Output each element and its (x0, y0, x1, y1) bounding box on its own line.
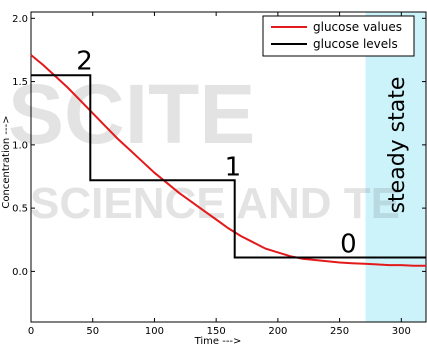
x-tick-label: 200 (268, 326, 287, 337)
y-tick-label: 0.5 (12, 204, 28, 215)
y-tick-label: 0.0 (12, 267, 28, 278)
watermark: SCITE SCIENCE AND TE (8, 67, 400, 228)
legend: glucose values glucose levels (262, 15, 415, 57)
steady-state-region (365, 12, 426, 322)
y-axis-title: Concentration ---> (1, 115, 12, 208)
x-tick-label: 250 (330, 326, 349, 337)
y-tick-label: 1.5 (12, 77, 28, 88)
y-tick-label: 1.0 (12, 140, 28, 151)
level-label-0: 0 (340, 229, 357, 259)
level-label-2: 2 (76, 46, 93, 76)
x-tick-label: 300 (392, 326, 411, 337)
x-tick-label: 100 (145, 326, 164, 337)
x-axis-ticks: 0 50 100 150 200 250 300 (28, 12, 411, 337)
series-line-glucose-levels (31, 74, 426, 259)
svg-text:SCITE: SCITE (8, 67, 255, 161)
y-tick-label: 2.0 (12, 14, 28, 25)
legend-box (262, 15, 415, 57)
x-tick-label: 0 (28, 326, 34, 337)
level-label-1: 1 (225, 152, 242, 182)
x-tick-label: 50 (86, 326, 99, 337)
x-axis-title: Time ---> (194, 336, 242, 345)
x-tick-label: 150 (207, 326, 226, 337)
series-line-glucose-values (30, 54, 426, 267)
plot-area-frame (30, 11, 427, 323)
legend-label-glucose-values: glucose values (313, 20, 402, 34)
svg-text:SCIENCE AND TE: SCIENCE AND TE (30, 179, 400, 228)
y-axis-ticks: 0.0 0.5 1.0 1.5 2.0 (12, 14, 426, 278)
steady-state-label: steady state (385, 77, 410, 214)
legend-label-glucose-levels: glucose levels (313, 37, 398, 51)
